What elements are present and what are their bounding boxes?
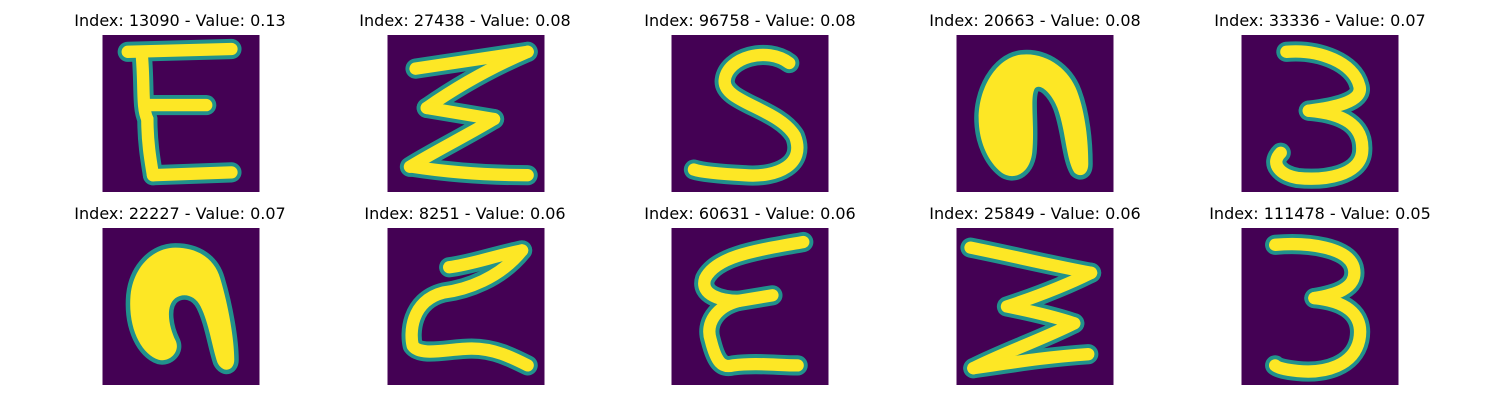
digit-image — [102, 35, 260, 192]
glyph-core — [687, 48, 804, 182]
glyph-core — [146, 166, 238, 182]
glyph-core — [420, 101, 501, 126]
glyph-core — [1268, 238, 1361, 305]
glyph-core — [1000, 266, 1098, 330]
digit-image — [671, 35, 829, 192]
digit-image — [387, 35, 545, 192]
glyph-core — [703, 294, 804, 373]
image-title: Index: 25849 - Value: 0.06 — [929, 204, 1141, 223]
glyph-core — [1280, 45, 1366, 117]
image-title: Index: 13090 - Value: 0.13 — [74, 11, 286, 30]
glyph-core — [964, 241, 1098, 280]
glyph-core — [1268, 291, 1367, 378]
digit-image — [671, 228, 829, 385]
digit-image — [102, 228, 260, 385]
glyph-strokes — [974, 49, 1093, 181]
glyph-strokes — [960, 237, 1102, 379]
glyph-core — [141, 112, 160, 182]
glyph-strokes — [401, 240, 538, 376]
glyph-strokes — [125, 243, 239, 375]
image-title: Index: 22227 - Value: 0.07 — [74, 204, 286, 223]
digit-image — [956, 228, 1114, 385]
image-title: Index: 60631 - Value: 0.06 — [644, 204, 856, 223]
digit-image — [387, 228, 545, 385]
image-title: Index: 33336 - Value: 0.07 — [1214, 11, 1426, 30]
image-title: Index: 96758 - Value: 0.08 — [644, 11, 856, 30]
glyph-strokes — [117, 38, 242, 186]
glyph-strokes — [683, 44, 808, 186]
glyph-strokes — [1266, 41, 1373, 189]
digit-image — [1241, 228, 1399, 385]
glyph-core — [406, 160, 534, 182]
glyph-strokes — [1265, 234, 1371, 382]
image-title: Index: 111478 - Value: 0.05 — [1209, 204, 1431, 223]
glyph-core — [978, 54, 1089, 177]
glyph-core — [420, 45, 534, 115]
glyph-core — [405, 244, 534, 372]
digit-image — [1241, 35, 1399, 192]
digit-image — [956, 35, 1114, 192]
glyph-strokes — [694, 231, 814, 377]
glyph-core — [967, 347, 1095, 375]
image-title: Index: 27438 - Value: 0.08 — [359, 11, 571, 30]
glyph-core — [1270, 104, 1369, 185]
glyph-core — [130, 247, 235, 370]
glyph-strokes — [399, 41, 538, 186]
image-title: Index: 8251 - Value: 0.06 — [364, 204, 566, 223]
image-title: Index: 20663 - Value: 0.08 — [929, 11, 1141, 30]
